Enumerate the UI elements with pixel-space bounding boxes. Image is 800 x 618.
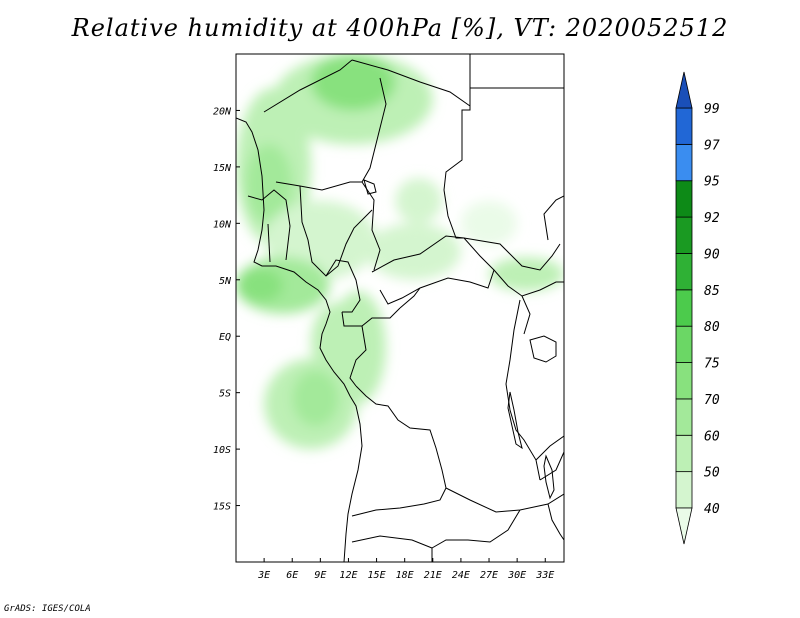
border-drc-north — [399, 287, 421, 309]
border-zambia-south — [445, 487, 564, 513]
humidity-region-angola-core — [292, 370, 340, 427]
lon-tick-label: 30E — [507, 570, 526, 581]
map-plot-area: 20N 15N 10N 5N EQ 5S 10S 15S 3E 6E 9E 12E 15E 18E 21E… — [213, 53, 565, 581]
lon-tick-label: 15E — [368, 570, 386, 581]
border-congo — [349, 325, 367, 387]
border-tanzania — [535, 435, 564, 461]
colorbar-label: 40 — [704, 502, 720, 517]
lat-tick-label: 20N — [213, 106, 232, 117]
border-ghana — [267, 223, 271, 263]
border-algeria-mali — [263, 59, 353, 113]
border-cameroon — [325, 259, 361, 313]
lake-chad — [363, 179, 377, 195]
colorbar-label: 75 — [704, 357, 720, 372]
colorbar-label: 97 — [704, 138, 720, 153]
colorbar-segment — [675, 289, 693, 327]
colorbar-segment — [675, 180, 693, 218]
colorbar-label: 99 — [704, 102, 720, 117]
border-namibia — [351, 535, 433, 549]
lat-tick-label: EQ — [219, 332, 231, 343]
humidity-region-sudan-east — [460, 200, 518, 246]
colorbar-top-arrow — [675, 71, 693, 109]
lake-tanganyika — [507, 391, 523, 450]
border-burkina — [247, 189, 291, 261]
lon-tick-label: 33E — [535, 570, 554, 581]
colorbar-segment — [675, 362, 693, 400]
border-libya — [351, 59, 471, 107]
border-uganda — [521, 295, 531, 335]
lake-victoria — [529, 335, 557, 363]
lat-tick-label: 5S — [219, 389, 231, 400]
colorbar-segment — [675, 471, 693, 509]
colorbar-segment — [675, 253, 693, 291]
border-gabon — [341, 307, 401, 327]
chart-title: Relative humidity at 400hPa [%], VT: 202… — [71, 14, 729, 42]
colorbar-segment — [675, 107, 693, 145]
border-ethiopia — [543, 195, 564, 241]
colorbar-bottom-arrow — [675, 507, 693, 545]
colorbar-label: 60 — [704, 429, 720, 444]
lake-malawi — [543, 454, 555, 500]
humidity-region-sahara-core — [310, 54, 396, 111]
border-south-sudan — [493, 269, 564, 297]
colorbar-label: 50 — [704, 466, 720, 481]
colorbar-label: 95 — [704, 175, 720, 190]
lon-tick-label: 24E — [452, 570, 470, 581]
colorbar-segment — [675, 398, 693, 436]
humidity-region-cameroon-car — [367, 223, 461, 280]
border-drc-west — [355, 385, 447, 489]
border-drc-east — [505, 299, 541, 481]
colorbar-label: 85 — [704, 284, 720, 299]
colorbar-label: 92 — [704, 211, 720, 226]
lat-tick-label: 10S — [213, 445, 231, 456]
lon-tick-label: 27E — [480, 570, 498, 581]
colorbar-label: 80 — [704, 320, 720, 335]
border-egypt — [443, 54, 471, 191]
lon-tick-label: 12E — [339, 570, 357, 581]
colorbar: 40 50 60 70 75 80 85 90 92 95 97 99 — [675, 71, 720, 545]
border-niger-libya — [361, 77, 387, 183]
lon-tick-label: 21E — [424, 570, 442, 581]
lon-tick-label: 6E — [286, 570, 298, 581]
border-angola-zambia — [351, 487, 447, 517]
lon-tick-label: 3E — [257, 570, 270, 581]
humidity-region-east-band — [489, 257, 564, 292]
lat-tick-label: 15N — [213, 163, 232, 174]
grads-credit: GrADS: IGES/COLA — [4, 604, 91, 614]
humidity-region-gulf-guinea-core — [236, 268, 283, 303]
humidity-region-west-band-core — [245, 144, 293, 224]
colorbar-segment — [675, 325, 693, 363]
lat-tick-label: 5N — [219, 276, 232, 287]
colorbar-segment — [675, 434, 693, 473]
lon-tick-label: 9E — [314, 570, 326, 581]
colorbar-label: 70 — [704, 393, 720, 408]
border-sudan — [463, 237, 561, 271]
border-car — [371, 235, 495, 305]
humidity-region-chad — [395, 178, 443, 224]
colorbar-segment — [675, 216, 693, 254]
lon-tick-label: 18E — [396, 570, 414, 581]
lat-tick-label: 10N — [213, 219, 232, 230]
border-mozambique — [547, 503, 564, 541]
coastline-west — [236, 117, 363, 562]
colorbar-label: 90 — [704, 247, 720, 262]
colorbar-segment — [675, 143, 693, 182]
border-mali-niger — [275, 181, 362, 191]
lat-tick-label: 15S — [213, 502, 231, 513]
border-chad-sudan — [443, 189, 464, 239]
